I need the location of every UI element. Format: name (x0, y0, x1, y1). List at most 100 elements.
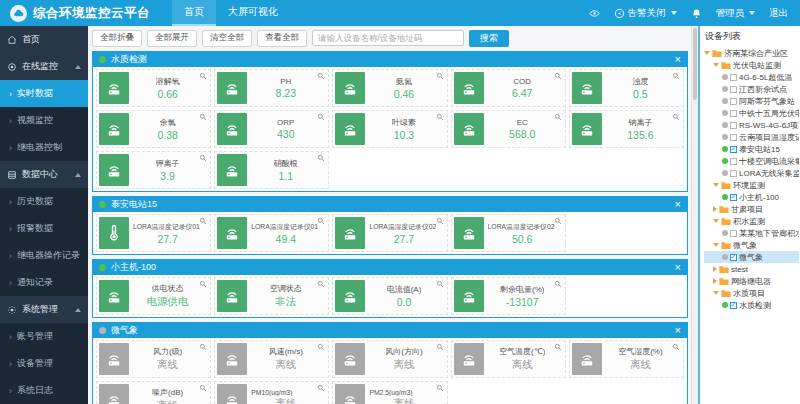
tree-device[interactable]: 4G-6-5L超低温 (704, 71, 799, 83)
magnifier-icon[interactable] (317, 343, 325, 351)
caret-expanded-icon[interactable] (713, 219, 719, 223)
sidebar-item-2[interactable]: ›实时数据 (0, 80, 88, 107)
tree-folder[interactable]: 水质项目 (704, 287, 799, 299)
main-scrollbar[interactable] (691, 26, 698, 404)
magnifier-icon[interactable] (317, 217, 325, 225)
device-checkbox[interactable] (730, 74, 737, 81)
user-menu[interactable]: 管理员 (716, 7, 756, 20)
bell-icon[interactable] (691, 8, 702, 19)
close-icon[interactable]: × (675, 325, 681, 336)
magnifier-icon[interactable] (436, 217, 444, 225)
tree-folder[interactable]: stest (704, 263, 799, 275)
tree-folder[interactable]: 积水监测 (704, 215, 799, 227)
tree-device[interactable]: 云南项目温湿度记录 (704, 131, 799, 143)
tree-device[interactable]: RS-WS-4G-6J项目 (704, 119, 799, 131)
magnifier-icon[interactable] (199, 72, 207, 80)
magnifier-icon[interactable] (436, 343, 444, 351)
device-checkbox[interactable] (730, 110, 737, 117)
magnifier-icon[interactable] (436, 384, 444, 392)
magnifier-icon[interactable] (436, 280, 444, 288)
magnifier-icon[interactable] (672, 113, 680, 121)
tree-device[interactable]: 某某地下管廊积水监测 (704, 227, 799, 239)
tree-device[interactable]: ✓小主机-100 (704, 191, 799, 203)
device-checkbox[interactable] (730, 170, 737, 177)
search-button[interactable]: 搜索 (469, 30, 509, 47)
sidebar-item-3[interactable]: ›视频监控 (0, 107, 88, 134)
device-checkbox[interactable]: ✓ (730, 194, 737, 201)
toolbar-button-2[interactable]: 清空全部 (202, 30, 252, 47)
device-checkbox[interactable] (730, 134, 737, 141)
sidebar-item-13[interactable]: ›系统日志 (0, 377, 88, 404)
device-checkbox[interactable]: ✓ (730, 302, 737, 309)
tree-device[interactable]: 阿斯蒂芬气象站 (704, 95, 799, 107)
tree-folder[interactable]: 济南某综合产业区 (704, 47, 799, 59)
magnifier-icon[interactable] (554, 72, 562, 80)
sidebar-item-12[interactable]: ›设备管理 (0, 350, 88, 377)
tree-folder[interactable]: 微气象 (704, 239, 799, 251)
magnifier-icon[interactable] (672, 343, 680, 351)
device-checkbox[interactable] (730, 122, 737, 129)
toolbar-button-1[interactable]: 全部展开 (147, 30, 197, 47)
top-nav-item-0[interactable]: 首页 (172, 0, 216, 26)
sidebar-item-6[interactable]: ›历史数据 (0, 188, 88, 215)
magnifier-icon[interactable] (199, 217, 207, 225)
alarm-toggle[interactable]: 告警关闭 (614, 7, 677, 20)
caret-expanded-icon[interactable] (713, 291, 719, 295)
sidebar-item-10[interactable]: 系统管理 (0, 296, 88, 323)
sidebar-item-0[interactable]: 首页 (0, 26, 88, 53)
magnifier-icon[interactable] (317, 72, 325, 80)
device-checkbox[interactable] (730, 230, 737, 237)
tree-device[interactable]: ✓水质检测 (704, 299, 799, 311)
magnifier-icon[interactable] (436, 113, 444, 121)
magnifier-icon[interactable] (199, 343, 207, 351)
magnifier-icon[interactable] (554, 280, 562, 288)
magnifier-icon[interactable] (199, 113, 207, 121)
magnifier-icon[interactable] (199, 280, 207, 288)
tree-device[interactable]: ✓微气象 (704, 251, 799, 263)
sidebar-item-1[interactable]: 在线监控 (0, 53, 88, 80)
tree-device[interactable]: 中铁十五局光伏电站 (704, 107, 799, 119)
caret-expanded-icon[interactable] (713, 183, 719, 187)
magnifier-icon[interactable] (317, 280, 325, 288)
tree-folder[interactable]: 光伏电站监测 (704, 59, 799, 71)
magnifier-icon[interactable] (199, 154, 207, 162)
logout-button[interactable]: 退出 (769, 7, 788, 20)
caret-expanded-icon[interactable] (704, 51, 710, 55)
device-checkbox[interactable]: ✓ (730, 254, 737, 261)
device-checkbox[interactable] (730, 86, 737, 93)
caret-expanded-icon[interactable] (713, 63, 719, 67)
sidebar-item-9[interactable]: ›通知记录 (0, 269, 88, 296)
tree-folder[interactable]: 甘肃项目 (704, 203, 799, 215)
tree-folder[interactable]: 网络继电器 (704, 275, 799, 287)
eye-icon[interactable] (589, 8, 600, 19)
tree-device[interactable]: LORA无线采集监控 (704, 167, 799, 179)
magnifier-icon[interactable] (554, 217, 562, 225)
magnifier-icon[interactable] (672, 72, 680, 80)
tree-device[interactable]: ✓泰安电站15 (704, 143, 799, 155)
device-checkbox[interactable]: ✓ (730, 146, 737, 153)
caret-collapsed-icon[interactable] (713, 278, 717, 284)
sidebar-item-5[interactable]: 数据中心 (0, 161, 88, 188)
close-icon[interactable]: × (675, 262, 681, 273)
magnifier-icon[interactable] (317, 384, 325, 392)
caret-collapsed-icon[interactable] (713, 206, 717, 212)
magnifier-icon[interactable] (554, 343, 562, 351)
magnifier-icon[interactable] (199, 384, 207, 392)
magnifier-icon[interactable] (436, 72, 444, 80)
sidebar-item-4[interactable]: ›继电器控制 (0, 134, 88, 161)
device-checkbox[interactable] (730, 98, 737, 105)
scrollbar-thumb[interactable] (693, 28, 697, 100)
toolbar-button-3[interactable]: 查看全部 (257, 30, 307, 47)
sidebar-item-11[interactable]: ›账号管理 (0, 323, 88, 350)
toolbar-button-0[interactable]: 全部折叠 (92, 30, 142, 47)
close-icon[interactable]: × (675, 199, 681, 210)
tree-device[interactable]: 十楼空调电流采集 (704, 155, 799, 167)
tree-device[interactable]: 江西新余试点 (704, 83, 799, 95)
search-input[interactable] (312, 30, 464, 46)
sidebar-item-8[interactable]: ›继电器操作记录 (0, 242, 88, 269)
close-icon[interactable]: × (675, 54, 681, 65)
magnifier-icon[interactable] (317, 154, 325, 162)
tree-folder[interactable]: 环境监测 (704, 179, 799, 191)
sidebar-item-7[interactable]: ›报警数据 (0, 215, 88, 242)
magnifier-icon[interactable] (317, 113, 325, 121)
